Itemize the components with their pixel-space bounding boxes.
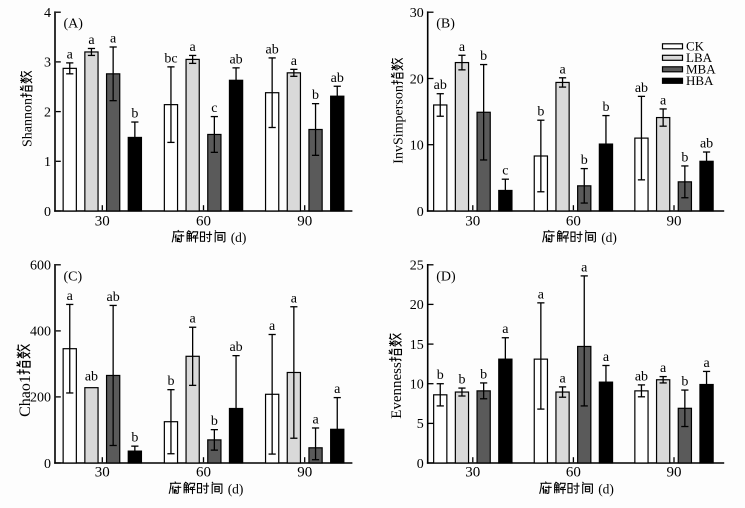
svg-text:a: a [291,291,298,306]
svg-text:60: 60 [566,214,581,230]
svg-text:(C): (C) [64,269,83,284]
svg-text:Chao1: Chao1 [17,375,34,417]
svg-text:(d): (d) [228,481,244,496]
svg-text:(d): (d) [598,481,614,496]
svg-text:0: 0 [417,457,424,472]
svg-text:2: 2 [44,105,51,120]
svg-text:c: c [502,164,508,179]
svg-text:InvSimperson: InvSimperson [392,85,407,164]
svg-text:5: 5 [417,417,424,432]
svg-text:ab: ab [331,71,344,86]
svg-text:a: a [190,40,197,55]
svg-text:b: b [480,49,487,64]
svg-text:60: 60 [196,464,211,480]
svg-text:a: a [559,371,566,386]
svg-text:60: 60 [196,214,211,230]
svg-text:60: 60 [566,464,581,480]
svg-text:ab: ab [229,340,242,355]
svg-text:a: a [660,93,667,108]
svg-text:a: a [502,322,509,337]
svg-text:0: 0 [44,457,51,472]
svg-text:b: b [458,373,465,388]
svg-text:0: 0 [417,205,424,220]
svg-text:ab: ab [229,52,242,67]
svg-text:ab: ab [85,370,98,385]
svg-text:ab: ab [700,137,713,152]
svg-text:b: b [480,367,487,382]
svg-text:10: 10 [410,378,424,393]
svg-text:200: 200 [30,391,51,406]
svg-text:b: b [312,88,319,103]
svg-text:a: a [67,289,74,304]
svg-text:ab: ab [635,81,648,96]
svg-text:a: a [559,62,566,77]
svg-text:b: b [131,431,138,446]
svg-text:HBA: HBA [686,73,714,88]
svg-text:a: a [110,31,117,46]
svg-text:20: 20 [410,298,424,313]
svg-text:b: b [131,107,138,122]
svg-text:a: a [603,350,610,365]
svg-text:20: 20 [410,72,424,87]
svg-text:a: a [581,260,588,275]
svg-text:b: b [681,150,688,165]
svg-text:4: 4 [44,6,51,21]
svg-text:a: a [190,312,197,327]
svg-text:1: 1 [44,155,51,170]
svg-text:a: a [88,33,95,48]
svg-text:a: a [538,287,545,302]
svg-text:30: 30 [95,214,110,230]
svg-text:ab: ab [107,290,120,305]
svg-text:b: b [211,414,218,429]
svg-text:30: 30 [465,464,480,480]
svg-text:a: a [703,356,710,371]
svg-text:ab: ab [434,78,447,93]
svg-text:3: 3 [44,56,51,71]
svg-text:bc: bc [164,51,177,66]
svg-text:ab: ab [266,42,279,57]
svg-text:30: 30 [410,6,424,21]
svg-text:a: a [269,319,276,334]
svg-text:0: 0 [44,205,51,220]
svg-text:MBA: MBA [686,62,716,77]
svg-text:90: 90 [667,464,682,480]
svg-text:b: b [167,374,174,389]
svg-text:15: 15 [410,338,424,353]
svg-text:10: 10 [410,139,424,154]
svg-text:ab: ab [635,369,648,384]
svg-text:b: b [602,100,609,115]
svg-text:Shannon: Shannon [21,98,36,147]
svg-text:a: a [67,47,74,62]
svg-text:25: 25 [410,259,424,274]
svg-text:(D): (D) [436,269,456,284]
svg-text:(d): (d) [601,230,617,245]
svg-text:b: b [581,153,588,168]
svg-text:400: 400 [30,325,51,340]
svg-text:a: a [291,54,298,69]
svg-text:a: a [312,412,319,427]
svg-text:(B): (B) [436,17,455,32]
svg-text:c: c [211,101,217,116]
svg-text:a: a [334,382,341,397]
svg-text:30: 30 [95,464,110,480]
svg-text:(A): (A) [64,17,84,32]
svg-text:90: 90 [297,464,312,480]
svg-text:(d): (d) [231,230,247,245]
svg-text:Evenness: Evenness [389,362,405,419]
svg-text:LBA: LBA [686,50,713,65]
svg-text:b: b [681,375,688,390]
svg-text:90: 90 [297,214,312,230]
svg-text:90: 90 [667,214,682,230]
svg-text:b: b [537,105,544,120]
svg-text:CK: CK [686,39,705,54]
svg-text:600: 600 [30,259,51,274]
svg-text:30: 30 [465,214,480,230]
svg-text:b: b [437,368,444,383]
svg-text:a: a [459,40,466,55]
svg-text:a: a [660,361,667,376]
